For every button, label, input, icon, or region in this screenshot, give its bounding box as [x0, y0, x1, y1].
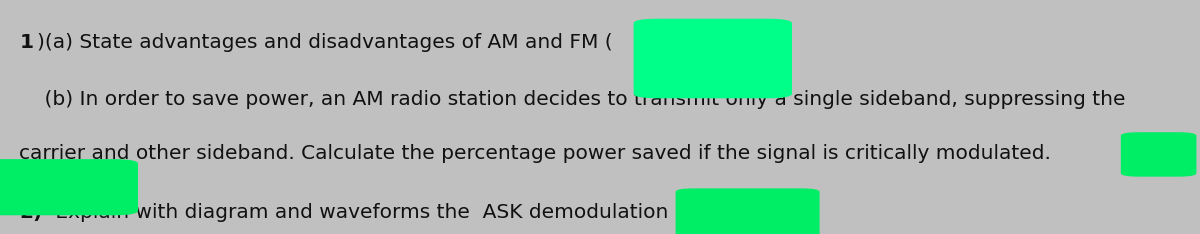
- Text: carrier and other sideband. Calculate the percentage power saved if the signal i: carrier and other sideband. Calculate th…: [19, 144, 1051, 163]
- Text: 1: 1: [19, 33, 34, 52]
- FancyBboxPatch shape: [634, 19, 792, 98]
- Text: )(a) State advantages and disadvantages of AM and FM (: )(a) State advantages and disadvantages …: [37, 33, 613, 52]
- Text: Explain with diagram and waveforms the  ASK demodulation .: Explain with diagram and waveforms the A…: [49, 203, 682, 223]
- Text: 2): 2): [19, 203, 42, 223]
- FancyBboxPatch shape: [676, 188, 820, 234]
- FancyBboxPatch shape: [1121, 132, 1196, 177]
- Text: (b) In order to save power, an AM radio station decides to transmit only a singl: (b) In order to save power, an AM radio …: [19, 90, 1126, 109]
- FancyBboxPatch shape: [0, 159, 138, 215]
